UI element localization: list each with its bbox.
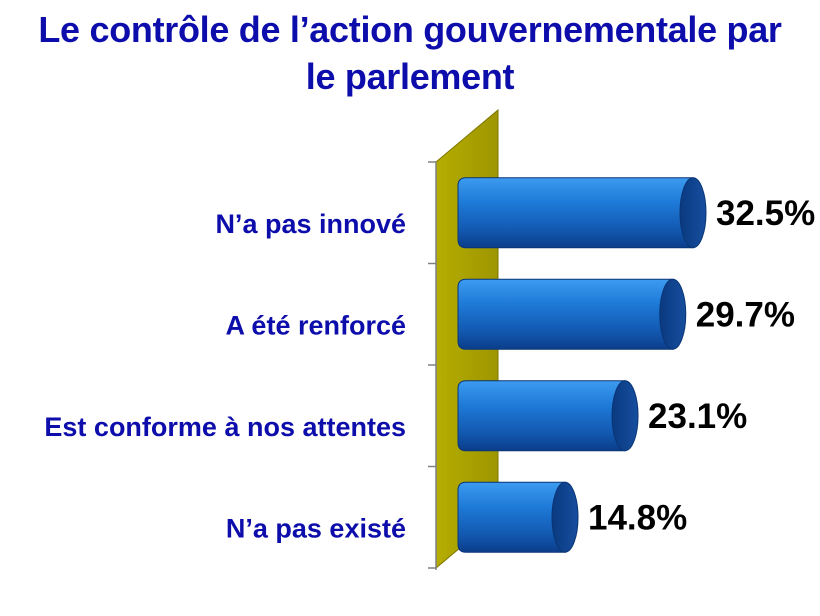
chart-title: Le contrôle de l’action gouvernementale … (0, 6, 820, 100)
category-label: N’a pas innové (215, 209, 406, 239)
bar-end-cap (551, 481, 579, 553)
bar-body (457, 177, 694, 249)
bar-end-cap (611, 380, 639, 452)
bar (457, 177, 707, 249)
bar-end-cap (679, 177, 707, 249)
bar-body (457, 278, 674, 350)
value-label: 32.5% (716, 194, 815, 233)
category-label: N’a pas existé (226, 513, 406, 543)
value-label: 23.1% (648, 397, 747, 436)
bar-body (457, 481, 566, 553)
category-label: Est conforme à nos attentes (44, 412, 406, 442)
bar (457, 380, 639, 452)
category-label: A été renforcé (225, 310, 406, 340)
bar (457, 278, 687, 350)
bar-end-cap (659, 278, 687, 350)
bar-body (457, 380, 626, 452)
value-label: 14.8% (588, 498, 687, 537)
chart-title-line-2: le parlement (305, 56, 515, 97)
bar (457, 481, 579, 553)
value-label: 29.7% (696, 295, 795, 334)
chart-title-line-1: Le contrôle de l’action gouvernementale … (38, 9, 782, 50)
